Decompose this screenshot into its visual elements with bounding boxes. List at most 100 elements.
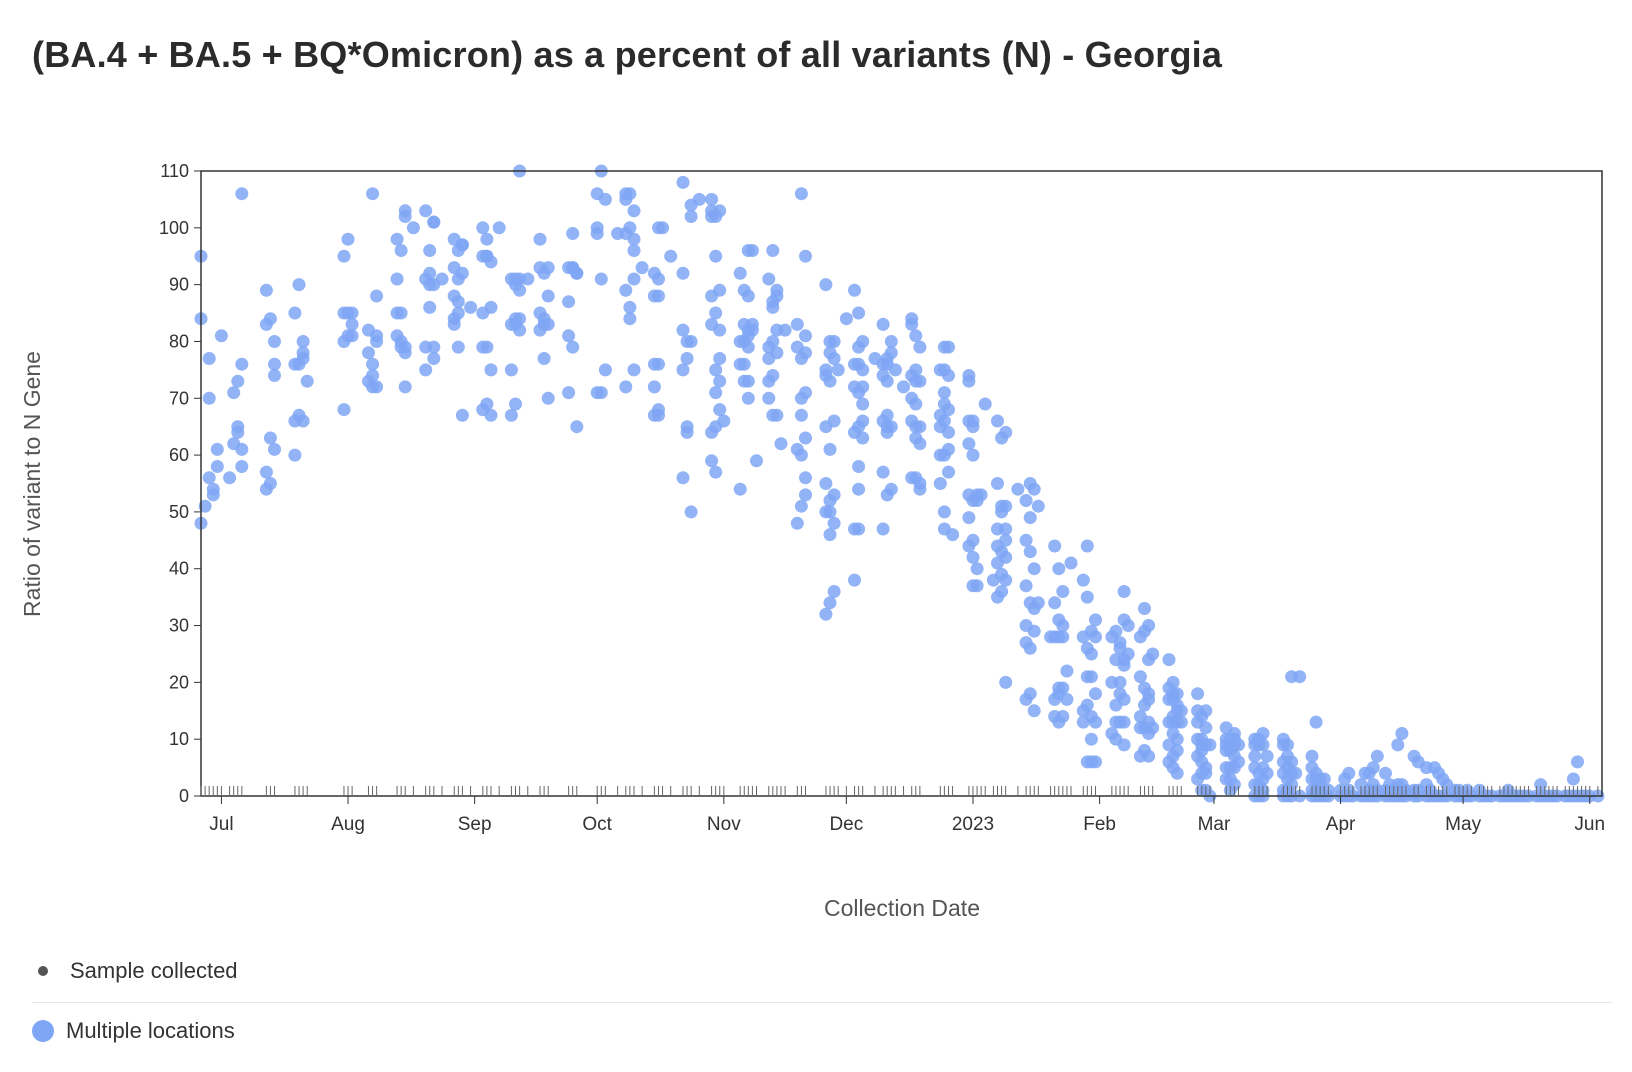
data-point[interactable] [541, 289, 555, 303]
data-point[interactable] [705, 192, 719, 206]
data-point[interactable] [942, 425, 955, 439]
data-point[interactable] [799, 471, 812, 485]
data-point[interactable] [296, 352, 310, 365]
data-point[interactable] [427, 340, 441, 354]
data-point[interactable] [394, 306, 408, 320]
data-point[interactable] [827, 585, 841, 598]
data-point[interactable] [594, 386, 608, 400]
data-point[interactable] [676, 471, 690, 485]
data-point[interactable] [1166, 675, 1180, 689]
data-point[interactable] [913, 340, 927, 354]
data-point[interactable] [398, 380, 412, 394]
data-point[interactable] [370, 289, 384, 303]
data-point[interactable] [905, 317, 919, 331]
data-point[interactable] [1142, 692, 1156, 706]
data-point[interactable] [513, 323, 527, 337]
data-point[interactable] [766, 300, 780, 314]
data-point[interactable] [1084, 647, 1098, 661]
data-point[interactable] [484, 300, 498, 314]
data-point[interactable] [1113, 675, 1127, 689]
data-point[interactable] [897, 380, 910, 394]
data-point[interactable] [794, 187, 808, 201]
data-point[interactable] [296, 335, 310, 348]
data-point[interactable] [1142, 619, 1156, 632]
data-point[interactable] [366, 369, 380, 382]
data-point[interactable] [1366, 761, 1380, 775]
data-point[interactable] [513, 312, 527, 326]
data-point[interactable] [627, 363, 641, 377]
data-point[interactable] [390, 232, 404, 246]
data-point[interactable] [1199, 766, 1213, 780]
data-point[interactable] [1293, 670, 1307, 684]
data-point[interactable] [1260, 749, 1274, 763]
data-point[interactable] [770, 289, 784, 303]
data-point[interactable] [794, 499, 808, 513]
data-point[interactable] [852, 460, 866, 473]
data-point[interactable] [1248, 749, 1262, 763]
data-point[interactable] [541, 261, 555, 275]
data-point[interactable] [1048, 539, 1062, 553]
data-point[interactable] [455, 238, 469, 252]
data-point[interactable] [823, 505, 837, 519]
data-point[interactable] [1060, 692, 1074, 706]
data-point[interactable] [991, 477, 1004, 490]
data-point[interactable] [676, 266, 690, 280]
data-point[interactable] [513, 283, 527, 297]
data-point[interactable] [856, 414, 870, 428]
data-point[interactable] [623, 300, 637, 314]
data-point[interactable] [627, 204, 641, 218]
data-point[interactable] [713, 403, 727, 417]
data-point[interactable] [713, 323, 727, 337]
data-point[interactable] [1342, 766, 1356, 780]
data-point[interactable] [709, 363, 723, 377]
data-point[interactable] [1260, 766, 1274, 780]
data-point[interactable] [913, 482, 927, 496]
data-point[interactable] [1056, 630, 1070, 644]
data-point[interactable] [713, 352, 727, 365]
data-point[interactable] [341, 232, 355, 246]
data-point[interactable] [390, 272, 404, 286]
data-point[interactable] [713, 283, 727, 297]
data-point[interactable] [999, 550, 1013, 564]
data-point[interactable] [476, 221, 490, 235]
data-point[interactable] [839, 312, 853, 326]
data-point[interactable] [427, 352, 441, 365]
data-point[interactable] [1534, 778, 1548, 792]
data-point[interactable] [1391, 738, 1405, 752]
data-point[interactable] [823, 442, 837, 456]
data-point[interactable] [676, 323, 690, 337]
data-point[interactable] [799, 329, 812, 343]
data-point[interactable] [1285, 755, 1299, 769]
data-point[interactable] [541, 317, 555, 331]
data-point[interactable] [962, 511, 976, 525]
data-point[interactable] [1089, 755, 1102, 769]
data-point[interactable] [770, 408, 784, 422]
data-point[interactable] [562, 329, 576, 343]
data-point[interactable] [1060, 664, 1074, 678]
data-point[interactable] [263, 477, 277, 490]
data-point[interactable] [288, 306, 302, 320]
data-point[interactable] [676, 175, 690, 189]
data-point[interactable] [856, 431, 870, 445]
data-point[interactable] [227, 386, 241, 400]
data-point[interactable] [717, 414, 731, 428]
data-point[interactable] [741, 340, 755, 354]
data-point[interactable] [884, 420, 898, 434]
data-point[interactable] [684, 505, 698, 519]
data-point[interactable] [762, 391, 776, 405]
data-point[interactable] [1011, 482, 1025, 496]
data-point[interactable] [521, 272, 535, 286]
data-point[interactable] [484, 408, 498, 422]
data-point[interactable] [823, 374, 837, 388]
data-point[interactable] [1084, 670, 1098, 684]
data-point[interactable] [999, 675, 1013, 689]
data-point[interactable] [876, 317, 890, 331]
data-point[interactable] [398, 210, 412, 223]
data-point[interactable] [394, 244, 408, 257]
data-point[interactable] [745, 244, 759, 257]
data-point[interactable] [709, 249, 723, 263]
data-point[interactable] [259, 283, 273, 297]
data-point[interactable] [300, 374, 314, 388]
data-point[interactable] [480, 397, 494, 411]
data-point[interactable] [1056, 585, 1070, 598]
